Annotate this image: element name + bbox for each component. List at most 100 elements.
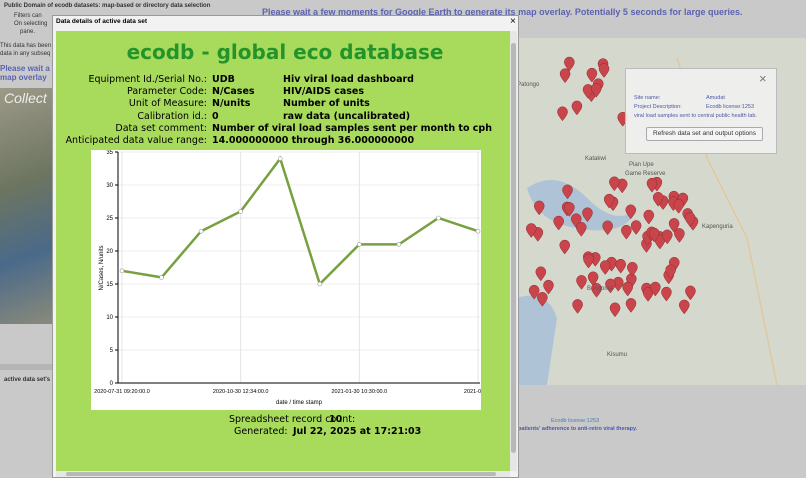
map-pin[interactable] <box>616 178 628 194</box>
map-pin[interactable] <box>591 283 602 298</box>
map-pin[interactable] <box>679 299 690 315</box>
place-label: Patongo <box>517 82 540 88</box>
map-pin[interactable] <box>535 266 547 282</box>
photo <box>0 88 52 324</box>
map-pin[interactable] <box>587 271 599 287</box>
row-value: N/units <box>212 98 251 110</box>
point <box>238 209 243 214</box>
map-pin[interactable] <box>564 56 575 72</box>
point <box>119 268 125 274</box>
place-label: Katakwi <box>585 156 606 162</box>
map-pin[interactable] <box>559 68 571 84</box>
map-pin[interactable] <box>576 222 587 237</box>
refresh-button[interactable]: Refresh data set and output options <box>646 127 763 141</box>
map-pin[interactable] <box>582 84 594 99</box>
point <box>198 228 204 234</box>
map-pin[interactable] <box>650 281 661 297</box>
y-tick-label: 15 <box>106 282 113 288</box>
x-axis-title: date / time stamp <box>276 400 323 406</box>
map-pin[interactable] <box>673 199 684 214</box>
map-pin[interactable] <box>674 228 685 243</box>
row-detail: raw data (uncalibrated) <box>283 110 411 122</box>
point <box>436 215 441 221</box>
row-label: Unit of Measure: <box>128 98 207 110</box>
map-pin[interactable] <box>661 286 672 302</box>
map-pin[interactable] <box>528 284 540 300</box>
row-label: Data set comment: <box>115 122 207 134</box>
map-pin[interactable] <box>564 202 575 217</box>
map-pin[interactable] <box>559 239 570 255</box>
map-pin[interactable] <box>622 281 633 297</box>
map-pin[interactable] <box>662 229 673 245</box>
map-pin[interactable] <box>685 285 696 301</box>
v-scrollbar[interactable] <box>510 31 517 471</box>
dialog-close[interactable]: × <box>510 16 516 27</box>
map-pin[interactable] <box>627 262 638 277</box>
map-pin[interactable] <box>643 209 655 225</box>
y-axis-title: N/Cases, N/units <box>99 245 105 290</box>
map-pin[interactable] <box>543 279 554 295</box>
map-pin[interactable] <box>630 220 642 235</box>
map-pin[interactable] <box>668 218 680 233</box>
map-pin[interactable] <box>533 200 545 216</box>
dialog-title: Data details of active data set <box>56 18 148 25</box>
y-tick-label: 35 <box>106 150 113 156</box>
x-tick-label: 2020-07-31 09:20:00.0 <box>94 389 150 395</box>
map-pin[interactable] <box>621 224 632 240</box>
map-pin[interactable] <box>602 220 613 236</box>
map-pin[interactable] <box>582 207 593 223</box>
popup-close[interactable]: × <box>759 71 767 86</box>
description: viral load samples sent to central publi… <box>634 113 757 119</box>
map-pin[interactable] <box>553 215 564 231</box>
slider[interactable] <box>0 364 52 370</box>
map-pin[interactable] <box>665 264 676 280</box>
map-pin[interactable] <box>642 287 654 302</box>
notice: Please wait a few moments for Google Ear… <box>262 7 743 17</box>
place-label: Game Reserve <box>625 171 666 177</box>
popup: × Site name: Amudat Project Description:… <box>625 68 777 154</box>
x-tick-label: 2021-01-30 10:30:00.0 <box>331 389 387 395</box>
map-pin[interactable] <box>599 260 611 275</box>
row-value: Number of viral load samples sent per mo… <box>212 122 492 134</box>
map-pin[interactable] <box>609 302 621 318</box>
left-wait: Please wait a <box>0 64 50 73</box>
map-pin[interactable] <box>646 177 658 193</box>
map-pin[interactable] <box>590 83 602 98</box>
project-label: Project Description: <box>634 104 682 110</box>
row-value: 0 <box>212 110 219 122</box>
map-pin[interactable] <box>625 298 637 313</box>
map-pin[interactable] <box>625 204 637 220</box>
place-label: Kapenguria <box>702 224 733 230</box>
row-detail: Number of units <box>283 98 370 110</box>
map-pin[interactable] <box>609 176 620 192</box>
y-tick-label: 10 <box>106 315 113 321</box>
map-pin[interactable] <box>648 227 660 243</box>
map-pin[interactable] <box>571 100 583 116</box>
map-pin[interactable] <box>605 278 616 294</box>
chart: 0 5 10 15 20 25 30 35 2020-07-31 09:20:00.0 2020-… <box>91 150 481 410</box>
place-label: Kisumu <box>607 352 627 358</box>
y-tick-label: 5 <box>110 348 114 354</box>
map-pin[interactable] <box>598 63 610 78</box>
y-tick-label: 20 <box>106 249 113 255</box>
map-pin[interactable] <box>562 184 573 200</box>
map-pin[interactable] <box>557 106 568 122</box>
map-pin[interactable] <box>576 275 587 290</box>
map-pin[interactable] <box>583 253 594 269</box>
map-pin[interactable] <box>526 223 537 238</box>
generated: Jul 22, 2025 at 17:21:03 <box>293 426 422 437</box>
map-pin[interactable] <box>615 259 626 274</box>
bullet: On selecting <box>14 21 48 27</box>
map-pin[interactable] <box>572 299 583 314</box>
h-scrollbar[interactable] <box>56 471 510 477</box>
map-pin[interactable] <box>603 193 615 209</box>
map-pin[interactable] <box>654 234 666 250</box>
map-pin[interactable] <box>684 212 696 227</box>
row-label: Parameter Code: <box>127 86 207 98</box>
record-count-label: Spreadsheet record count: <box>229 414 356 425</box>
row-label: Anticipated data value range: <box>65 135 207 146</box>
map-pin[interactable] <box>652 192 664 207</box>
map-pin[interactable] <box>537 292 548 307</box>
map-pin[interactable] <box>586 67 598 83</box>
